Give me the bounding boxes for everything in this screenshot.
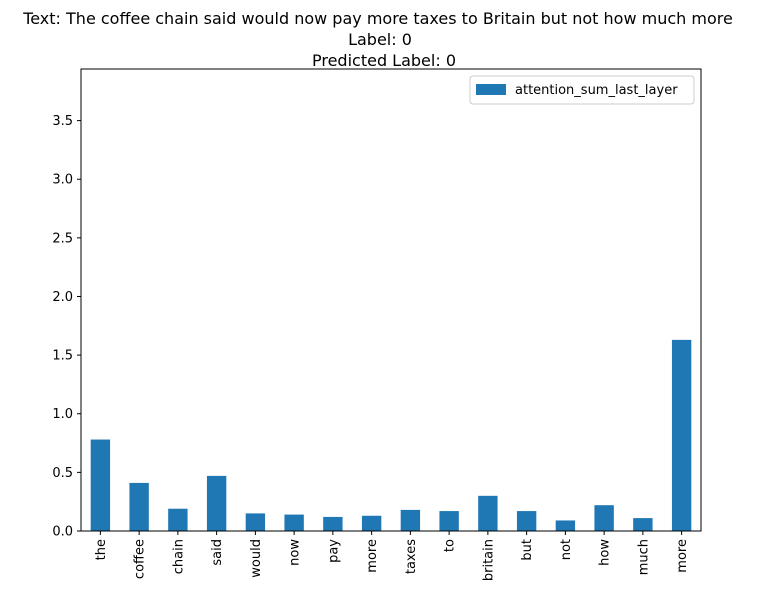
x-tick-label: chain: [171, 539, 186, 574]
x-tick-label: now: [288, 539, 303, 566]
y-tick-label: 2.5: [52, 231, 73, 246]
bar-much-14: [633, 518, 653, 531]
x-tick-label: britain: [481, 539, 496, 581]
bar-not-12: [555, 520, 576, 531]
bar-said-3: [206, 475, 227, 531]
y-tick-label: 0.5: [52, 466, 73, 481]
x-tick-label: how: [598, 539, 613, 566]
x-tick-label: the: [94, 539, 109, 560]
y-tick-label: 1.0: [52, 407, 73, 422]
plot-frame: [80, 68, 702, 532]
x-tick-label: much: [636, 539, 651, 575]
y-tick-label: 2.0: [52, 290, 73, 305]
x-tick-label: pay: [326, 539, 341, 563]
bar-more-15: [671, 339, 692, 531]
bar-now-5: [284, 514, 304, 531]
bar-coffee-1: [129, 482, 149, 531]
x-tick-label: not: [559, 539, 574, 560]
legend-label: attention_sum_last_layer: [515, 83, 678, 98]
y-tick-label: 1.5: [52, 349, 73, 364]
bar-more-7: [361, 515, 382, 531]
y-tick-label: 0.0: [52, 525, 73, 540]
bar-pay-6: [323, 516, 343, 531]
x-tick-label: taxes: [404, 539, 419, 574]
bar-how-13: [594, 505, 614, 531]
legend-swatch: [476, 84, 506, 95]
chart-title-line-2: Label: 0: [348, 30, 412, 49]
bar-chain-2: [168, 508, 188, 531]
bar-taxes-8: [400, 509, 421, 531]
x-tick-label: more: [365, 539, 380, 573]
bar-would-4: [245, 513, 266, 531]
bar-britain-10: [478, 495, 498, 531]
bars-group: [90, 339, 692, 531]
y-tick-label: 3.0: [52, 173, 73, 188]
x-tick-label: would: [249, 539, 264, 578]
y-tick-label: 3.5: [52, 114, 73, 129]
y-axis: 0.0 0.5 1.0 1.5 2.0 2.5 3.0 3.5: [52, 114, 81, 540]
x-tick-label: said: [210, 539, 225, 566]
bar-but-11: [516, 511, 537, 531]
bar-the-0: [90, 439, 111, 531]
x-tick-label: but: [520, 539, 535, 561]
x-tick-label: more: [675, 539, 690, 573]
x-tick-label: to: [443, 539, 458, 552]
legend: attention_sum_last_layer: [469, 75, 695, 105]
chart-title-line-3: Predicted Label: 0: [312, 51, 456, 70]
legend-box: [469, 75, 695, 105]
x-axis: the coffee chain said would now pay more taxes to…: [94, 531, 690, 581]
x-tick-label: coffee: [133, 539, 148, 579]
bar-to-9: [439, 511, 459, 531]
chart-title-line-1: Text: The coffee chain said would now pa…: [22, 9, 733, 28]
